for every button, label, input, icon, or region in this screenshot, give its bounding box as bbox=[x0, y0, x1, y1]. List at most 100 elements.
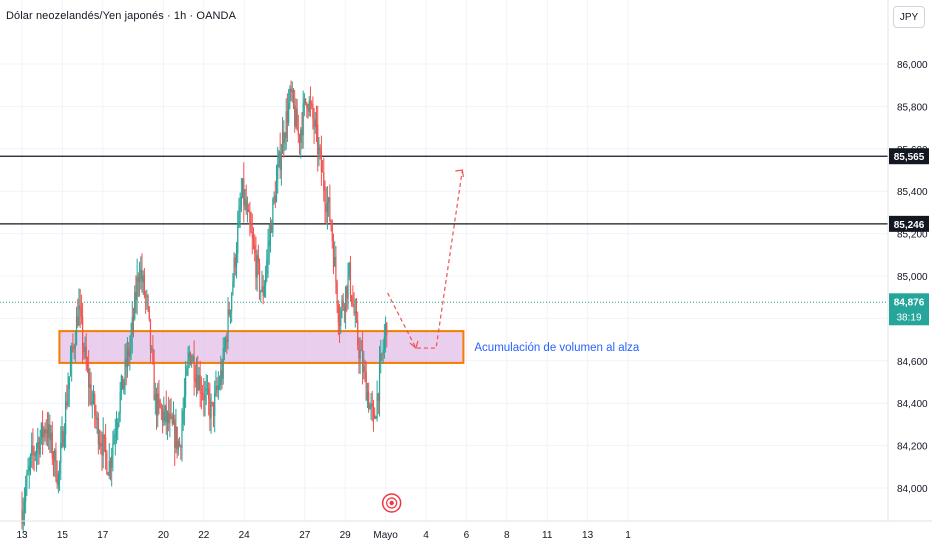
candle-body bbox=[372, 407, 375, 415]
time-tick-label: 22 bbox=[198, 530, 210, 541]
candle-body bbox=[265, 273, 267, 286]
candle-body bbox=[331, 225, 333, 242]
candle-body bbox=[185, 374, 187, 397]
candle-body bbox=[363, 366, 365, 372]
candle-body bbox=[254, 245, 256, 254]
candle-body bbox=[134, 292, 136, 320]
candle-body bbox=[368, 392, 370, 410]
candle-body bbox=[91, 401, 93, 404]
candle-body bbox=[221, 370, 223, 379]
candle-body bbox=[158, 393, 160, 401]
candle-body bbox=[305, 98, 307, 104]
candle-body bbox=[370, 403, 372, 405]
price-tick-label: 85,800 bbox=[897, 102, 928, 113]
candle-body bbox=[342, 300, 344, 308]
candle-body bbox=[216, 385, 218, 390]
candle-body bbox=[252, 238, 255, 246]
candle-body bbox=[328, 197, 330, 203]
candle-body bbox=[286, 111, 289, 123]
current-price-tag bbox=[889, 293, 929, 326]
candle-body bbox=[166, 412, 169, 423]
candle-body bbox=[125, 358, 127, 367]
time-tick-label: 27 bbox=[299, 530, 311, 541]
candle-body bbox=[298, 134, 301, 143]
candle-body bbox=[383, 336, 385, 350]
accumulation-zone[interactable] bbox=[58, 330, 465, 364]
candle-body bbox=[336, 281, 338, 306]
candle-body bbox=[114, 434, 116, 437]
candle-body bbox=[306, 103, 308, 108]
candle-body bbox=[102, 434, 104, 456]
candle-body bbox=[176, 426, 178, 450]
candle-body bbox=[237, 225, 239, 254]
candle-body bbox=[145, 294, 147, 297]
price-axis[interactable]: 86,000 85,800 85,600 85,400 85,200 85,000 84,8… bbox=[887, 0, 929, 521]
candle-body bbox=[269, 224, 272, 241]
candle-body bbox=[338, 322, 341, 327]
candle-body bbox=[175, 426, 177, 448]
candle-body bbox=[172, 419, 175, 424]
candle-body bbox=[51, 432, 53, 459]
candle-body bbox=[113, 436, 115, 444]
candle-body bbox=[155, 393, 158, 417]
candle-body bbox=[266, 259, 268, 274]
candle-body bbox=[324, 190, 326, 206]
candle-body bbox=[365, 371, 367, 401]
candle-body bbox=[170, 414, 172, 416]
candle-body bbox=[62, 430, 64, 447]
candle-body bbox=[229, 310, 232, 315]
time-axis[interactable]: 13 15 17 20 22 24 27 29 Mayo 4 6 8 11 13 1 bbox=[0, 520, 932, 541]
candle-body bbox=[153, 361, 155, 401]
candle-body bbox=[300, 129, 302, 143]
candle-body bbox=[272, 199, 274, 233]
time-tick-label: Mayo bbox=[373, 530, 398, 541]
candle-body bbox=[258, 262, 261, 292]
candle-body bbox=[238, 210, 240, 226]
candle-body bbox=[142, 275, 144, 282]
candle-body bbox=[90, 384, 92, 404]
candle-body bbox=[141, 269, 143, 282]
candle-body bbox=[337, 305, 339, 323]
candle-body bbox=[85, 347, 87, 365]
time-tick-label: 8 bbox=[504, 530, 510, 541]
candle-body bbox=[318, 147, 320, 154]
candle-body bbox=[101, 446, 103, 456]
candle-body bbox=[308, 100, 310, 112]
candle-body bbox=[42, 423, 44, 438]
candle-body bbox=[168, 412, 170, 424]
candle-body bbox=[43, 429, 45, 438]
candle-body bbox=[319, 147, 321, 151]
accumulation-zone-rect bbox=[58, 330, 465, 364]
candle-body bbox=[40, 423, 42, 438]
candle-body bbox=[255, 253, 257, 278]
candle-body bbox=[187, 358, 189, 368]
candle-body bbox=[106, 452, 108, 474]
candle-body bbox=[354, 311, 356, 314]
candle-body bbox=[197, 374, 199, 391]
candle-body bbox=[33, 452, 35, 456]
candle-body bbox=[289, 88, 291, 103]
candle-body bbox=[225, 338, 227, 349]
time-tick-label: 29 bbox=[340, 530, 352, 541]
horizontal-levels[interactable]: 85,565 85,246 bbox=[0, 148, 929, 232]
candle-body bbox=[376, 393, 378, 418]
candle-body bbox=[138, 279, 141, 282]
candle-body bbox=[23, 501, 26, 512]
candle-body bbox=[352, 303, 354, 305]
candle-body bbox=[271, 224, 273, 233]
candle-body bbox=[208, 388, 210, 400]
candle-body bbox=[28, 465, 30, 472]
candle-body bbox=[193, 356, 195, 379]
candle-body bbox=[239, 206, 241, 211]
candle-body bbox=[295, 108, 297, 127]
candle-body bbox=[180, 446, 182, 448]
candle-body bbox=[325, 205, 327, 213]
time-tick-label: 11 bbox=[542, 530, 553, 541]
event-marker-inner bbox=[386, 497, 398, 509]
currency-button[interactable]: JPY bbox=[893, 6, 925, 28]
price-tick-label: 85,400 bbox=[897, 187, 928, 198]
candle-body bbox=[345, 286, 347, 311]
candle-body bbox=[68, 376, 70, 390]
candle-body bbox=[374, 414, 376, 419]
